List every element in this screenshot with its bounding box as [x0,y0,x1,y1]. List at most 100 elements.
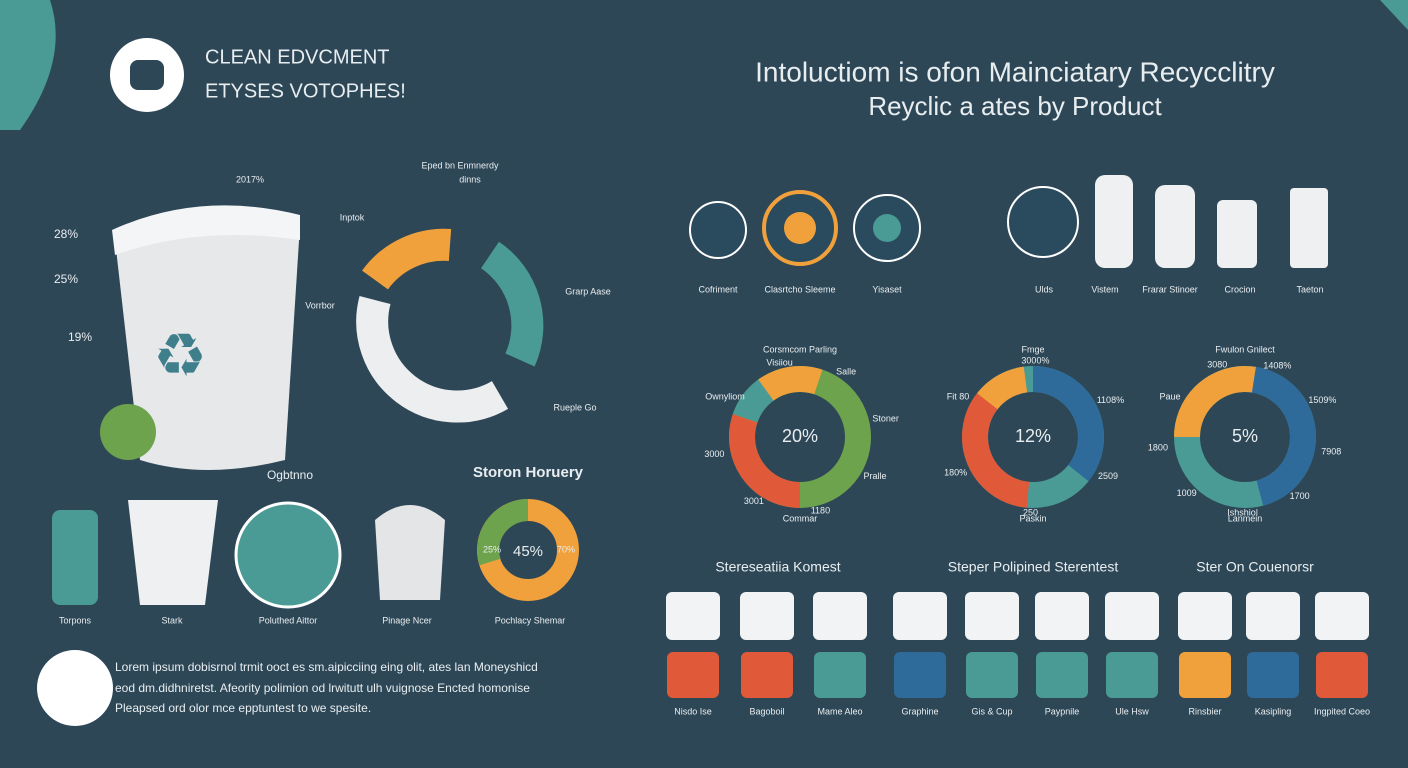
bottle [1217,200,1257,268]
bottle-label: Ulds [1035,284,1054,294]
icon-tile [1035,592,1089,640]
donut-label: Commar [783,513,818,523]
icon-tile [814,652,866,698]
icon-tile [740,592,794,640]
donut-label: 3000 [704,449,724,459]
icon-label: Mame Aleo [817,706,862,716]
recycle-symbol: ♻ [153,322,207,389]
section-title: Stereseatiia Komest [715,559,840,575]
bag [375,505,445,600]
corner-shape [1380,0,1408,30]
cycle-label: Vorrbor [305,300,335,310]
cycle-label: dinns [459,174,481,184]
icon-tile [1105,592,1159,640]
small-donut-label: 25% [483,544,501,554]
icon-label: Paypnile [1045,706,1080,716]
icon-tile [1246,592,1300,640]
icon-tile [813,592,867,640]
section-title: Steper Polipined Sterentest [948,559,1119,575]
bin-caption: Ogbtnno [267,468,313,482]
cycle [356,228,544,423]
main-title: Intoluctiom is ofon Mainciatary Recyccli… [755,56,1275,87]
donut [729,365,1316,508]
donut-title: Fwulon Gnilect [1215,344,1275,354]
cycle-arrow [356,295,509,423]
donut-title: Fmge [1021,344,1044,354]
icon-tile [1179,652,1231,698]
cycle-label: Grarp Aase [565,286,611,296]
bin [115,225,300,470]
cycle-label: Stokter [434,412,463,422]
donut-label: Paue [1160,392,1181,402]
donut-label: Paskin [1019,513,1046,523]
donut-label: 3080 [1207,359,1227,369]
top-icon-label: Clasrtcho Sleeme [764,284,835,294]
donut-title: Corsmcom Parling [763,344,837,354]
bin-label: 19% [68,330,92,344]
bin-lid [112,205,300,255]
icon-tile [667,652,719,698]
bin-label: 28% [54,227,78,241]
donut-label: Stoner [872,414,899,424]
donut-segment [962,366,1104,508]
donut-label: 1180 [811,505,830,515]
circle-icon [234,501,342,609]
top-icon [689,201,747,259]
donut-label: 1509% [1308,395,1336,405]
paragraph-line: Lorem ipsum dobisrnol trmit ooct es sm.a… [115,660,538,674]
item-label: Pochlacy Shemar [495,615,566,625]
paragraph-line: eod dm.didhniretst. Afeority polimion od… [115,681,530,695]
donut-label: 1800 [1148,442,1168,452]
icon-tile [965,592,1019,640]
donut-center: 20% [782,426,818,446]
cycle-label: Inptok [340,212,365,222]
small-donut-label: 45% [513,543,543,560]
small-donut-title: Storon Horuery [473,464,584,481]
icon-tile [1106,652,1158,698]
cycle-label: Rueple Go [553,402,596,412]
donut-labels: Corsmcom Parling 20% Ownyliom Visiiou Salle S… [704,344,1341,523]
donut-label: Lanmein [1228,513,1263,523]
donut-label: Fit 80 [947,392,970,402]
donut-label: 1408% [1263,361,1291,371]
bottle [1290,188,1328,268]
donut-label: 180% [944,468,967,478]
icon-tile [893,592,947,640]
bottle-label: Crocion [1224,284,1255,294]
donut-label: 2509 [1098,471,1118,481]
donut-segment [1174,366,1316,508]
icon-label: Ingpited Coeo [1314,706,1370,716]
header-title: ETYSES VOTOPHES! [205,80,406,102]
donut-label: Pralle [863,471,886,481]
icon-tile [966,652,1018,698]
icon-tile [1178,592,1232,640]
header-icon-glyph [130,60,164,90]
donut-segment [962,366,1104,508]
bin-label: 25% [54,272,78,286]
donut-label: Ownyliom [705,392,745,402]
icon-grid: Nisdo Ise Bagoboil Mame Aleo Graphine Gis & … [666,592,1370,716]
icon-tile [1315,592,1369,640]
bottle-label: Frarar Stinoer [1142,284,1198,294]
bottle-icon [1007,186,1079,258]
donut-segment [962,366,1104,508]
donut-label: 3000% [1021,355,1049,365]
top-icon-core [784,212,816,244]
item-label: Pinage Ncer [382,615,432,625]
top-icon-label: Cofriment [698,284,738,294]
donut-label: 1108% [1097,395,1124,405]
icon-tile [1247,652,1299,698]
small-donut-label: 70% [557,544,575,554]
paragraph-line: Pleapsed ord olor mce epptuntest to we s… [115,701,371,715]
donut-segment [729,366,871,508]
donut-label: 7908 [1321,447,1341,457]
cycle-label: 2017% [236,174,264,184]
donut-segment [729,365,871,508]
icon-label: Ule Hsw [1115,706,1149,716]
bottle [1155,185,1195,268]
bottle-label: Taeton [1296,284,1323,294]
donut-label: Visiiou [766,357,792,367]
donut-label: 250 [1023,507,1038,517]
top-icon-core [873,214,901,242]
